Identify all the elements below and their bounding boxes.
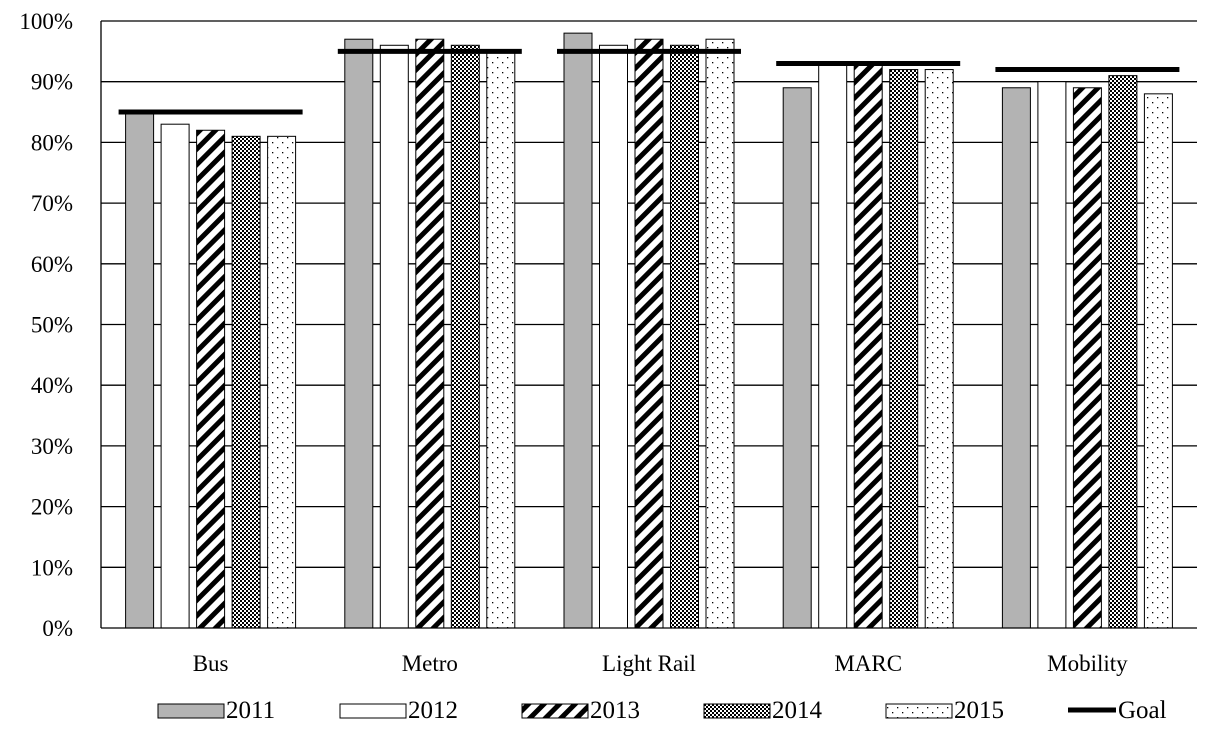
bar-marc-2012 — [818, 62, 848, 629]
legend-swatch-2014 — [703, 703, 771, 719]
y-tick-label: 20% — [31, 495, 73, 520]
bar-marc-2011 — [782, 87, 812, 629]
bar-marc-2015 — [924, 69, 954, 629]
bar-marc-2014 — [889, 69, 919, 629]
y-tick-label: 70% — [31, 191, 73, 216]
y-tick-label: 90% — [31, 70, 73, 95]
legend-label-goal: Goal — [1118, 697, 1167, 724]
legend-label-2015: 2015 — [954, 697, 1004, 724]
x-tick-label-light-rail: Light Rail — [602, 651, 696, 676]
bar-metro-2012 — [379, 44, 409, 629]
x-tick-label-marc: MARC — [834, 651, 902, 676]
y-tick-label: 40% — [31, 373, 73, 398]
bar-mobility-2013 — [1072, 87, 1102, 629]
y-tick-label: 50% — [31, 313, 73, 338]
x-tick-label-bus: Bus — [193, 651, 229, 676]
legend-swatch-2013 — [521, 703, 589, 719]
x-tick-label-mobility: Mobility — [1047, 651, 1128, 676]
bar-bus-2014 — [231, 135, 261, 629]
legend-swatch-2011 — [157, 703, 225, 719]
y-axis-tick-labels: 0% 10% 20% 30% 40% 50% 60% 70% 80% 90% 100% — [19, 9, 73, 641]
x-tick-label-metro: Metro — [402, 651, 458, 676]
bar-metro-2013 — [415, 38, 445, 629]
y-tick-label: 10% — [31, 555, 73, 580]
bar-bus-2011 — [125, 111, 155, 629]
bars — [125, 32, 1173, 629]
y-tick-label: 80% — [31, 130, 73, 155]
bar-light-rail-2012 — [599, 44, 628, 629]
bar-mobility-2011 — [1001, 87, 1031, 629]
legend-label-2012: 2012 — [408, 697, 458, 724]
x-axis-category-labels: Bus Metro Light Rail MARC Mobility — [193, 651, 1128, 676]
legend-label-2014: 2014 — [772, 697, 823, 724]
bar-light-rail-2011 — [563, 32, 593, 629]
y-tick-label: 100% — [19, 9, 73, 34]
legend-swatch-2012 — [339, 703, 407, 719]
legend-label-2013: 2013 — [590, 697, 640, 724]
bar-mobility-2012 — [1037, 81, 1067, 629]
bar-light-rail-2013 — [634, 38, 664, 629]
bar-mobility-2015 — [1143, 93, 1173, 629]
bar-light-rail-2014 — [670, 44, 699, 629]
y-tick-label: 60% — [31, 252, 73, 277]
y-tick-label: 0% — [42, 616, 73, 641]
bar-bus-2015 — [267, 135, 297, 629]
bar-mobility-2014 — [1108, 75, 1138, 629]
legend-swatch-2015 — [885, 703, 953, 719]
axes — [100, 21, 1197, 629]
bar-light-rail-2015 — [705, 38, 735, 629]
bar-metro-2014 — [450, 44, 480, 629]
bar-bus-2012 — [160, 123, 190, 629]
bar-metro-2015 — [486, 50, 516, 629]
bar-bus-2013 — [196, 129, 226, 629]
bar-metro-2011 — [344, 38, 374, 629]
bar-marc-2013 — [853, 62, 883, 629]
legend-label-2011: 2011 — [226, 697, 275, 724]
goal-lines — [118, 48, 1180, 115]
legend: 2011 2012 2013 2014 2015 Goal — [157, 697, 1167, 724]
y-tick-label: 30% — [31, 434, 73, 459]
